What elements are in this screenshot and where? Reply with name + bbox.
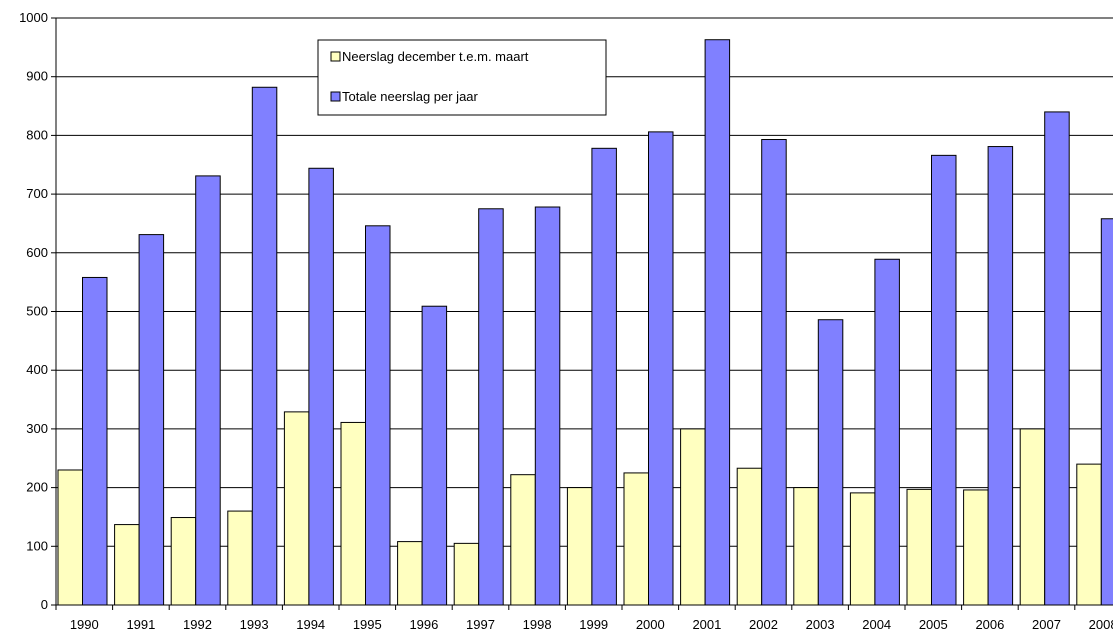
- x-tick-label-1996: 1996: [409, 617, 438, 632]
- bar-totale-neerslag-1992: [195, 175, 221, 606]
- y-tick-label: 900: [26, 69, 48, 84]
- x-tick-label-2001: 2001: [692, 617, 721, 632]
- bar-neerslag-dec-maart-1998: [510, 474, 536, 606]
- bar-totale-neerslag-2007: [1044, 111, 1070, 606]
- bar-neerslag-dec-maart-1993: [227, 510, 253, 606]
- legend-swatch-neerslag-dec-maart: [330, 51, 341, 62]
- bar-totale-neerslag-1995: [365, 225, 391, 606]
- bar-totale-neerslag-2003: [817, 319, 844, 606]
- bar-neerslag-dec-maart-1994: [283, 411, 310, 606]
- x-tick-label-1994: 1994: [296, 617, 325, 632]
- y-tick-label: 300: [26, 421, 48, 436]
- bar-neerslag-dec-maart-2000: [623, 472, 649, 606]
- x-tick-label-2006: 2006: [975, 617, 1004, 632]
- bar-totale-neerslag-1990: [82, 276, 108, 606]
- bar-neerslag-dec-maart-1999: [566, 487, 593, 606]
- y-tick-label: 200: [26, 480, 48, 495]
- y-tick-labels: 0 100 200 300 400 500 600 700 800 900 1000: [19, 10, 48, 612]
- bar-neerslag-dec-maart-2008: [1076, 463, 1102, 606]
- bar-totale-neerslag-1993: [251, 86, 278, 606]
- bar-totale-neerslag-2002: [761, 139, 787, 606]
- y-tick-label: 800: [26, 127, 48, 142]
- x-tick-label-2005: 2005: [919, 617, 948, 632]
- x-tick-labels: 1990 1991 1992 1993 1994 1995 1996 1997 1998 1999…: [70, 617, 1113, 632]
- bar-neerslag-dec-maart-2005: [906, 488, 932, 606]
- x-tick-label-1999: 1999: [579, 617, 608, 632]
- x-tick-label-1997: 1997: [466, 617, 495, 632]
- y-tick-label: 100: [26, 538, 48, 553]
- x-tick-label-2004: 2004: [862, 617, 891, 632]
- legend: Neerslag december t.e.m. maart Totale ne…: [317, 39, 607, 116]
- bar-totale-neerslag-1998: [534, 206, 561, 606]
- x-tick-label-1992: 1992: [183, 617, 212, 632]
- bar-totale-neerslag-1994: [308, 167, 334, 606]
- y-tick-label: 700: [26, 186, 48, 201]
- legend-label-neerslag-dec-maart: Neerslag december t.e.m. maart: [342, 49, 529, 64]
- bar-neerslag-dec-maart-2001: [680, 428, 706, 606]
- axes: [51, 17, 1113, 610]
- bar-neerslag-dec-maart-1997: [453, 542, 480, 606]
- bar-neerslag-dec-maart-1995: [340, 421, 366, 606]
- legend-box: [317, 39, 607, 116]
- y-tick-label: 500: [26, 304, 48, 319]
- bar-totale-neerslag-2008: [1100, 218, 1113, 606]
- bar-totale-neerslag-1997: [478, 208, 504, 606]
- bar-totale-neerslag-1999: [591, 147, 617, 606]
- x-tick-label-1991: 1991: [126, 617, 155, 632]
- legend-label-totale-neerslag: Totale neerslag per jaar: [342, 89, 479, 104]
- x-tick-label-2007: 2007: [1032, 617, 1061, 632]
- x-tick-label-2002: 2002: [749, 617, 778, 632]
- bar-totale-neerslag-1991: [138, 234, 165, 606]
- x-tick-label-2008: 2008: [1089, 617, 1113, 632]
- y-tick-label: 1000: [19, 10, 48, 25]
- x-tick-label-1998: 1998: [523, 617, 552, 632]
- x-tick-label-2003: 2003: [806, 617, 835, 632]
- bar-totale-neerslag-2000: [648, 131, 674, 606]
- bar-totale-neerslag-2006: [987, 146, 1014, 606]
- y-tick-label: 400: [26, 362, 48, 377]
- y-tick-label: 0: [41, 597, 48, 612]
- bar-neerslag-dec-maart-1991: [114, 524, 140, 606]
- x-tick-label-1993: 1993: [240, 617, 269, 632]
- bar-neerslag-dec-maart-1992: [170, 517, 197, 606]
- legend-swatch-totale-neerslag: [330, 91, 341, 102]
- x-tick-label-1990: 1990: [70, 617, 99, 632]
- bar-totale-neerslag-1996: [421, 305, 448, 606]
- bar-neerslag-dec-maart-2002: [736, 467, 763, 606]
- bar-neerslag-dec-maart-1990: [57, 469, 83, 606]
- x-tick-label-1995: 1995: [353, 617, 382, 632]
- bar-totale-neerslag-2004: [874, 258, 900, 606]
- bar-neerslag-dec-maart-2007: [1019, 428, 1046, 606]
- bars: [57, 39, 1113, 606]
- x-tick-label-2000: 2000: [636, 617, 665, 632]
- bar-neerslag-dec-maart-2004: [849, 492, 876, 606]
- bar-totale-neerslag-2001: [704, 39, 731, 606]
- bar-totale-neerslag-2005: [931, 154, 957, 606]
- bar-neerslag-dec-maart-2003: [793, 487, 819, 606]
- bar-neerslag-dec-maart-1996: [397, 541, 423, 606]
- y-tick-label: 600: [26, 245, 48, 260]
- bar-neerslag-dec-maart-2006: [963, 489, 989, 606]
